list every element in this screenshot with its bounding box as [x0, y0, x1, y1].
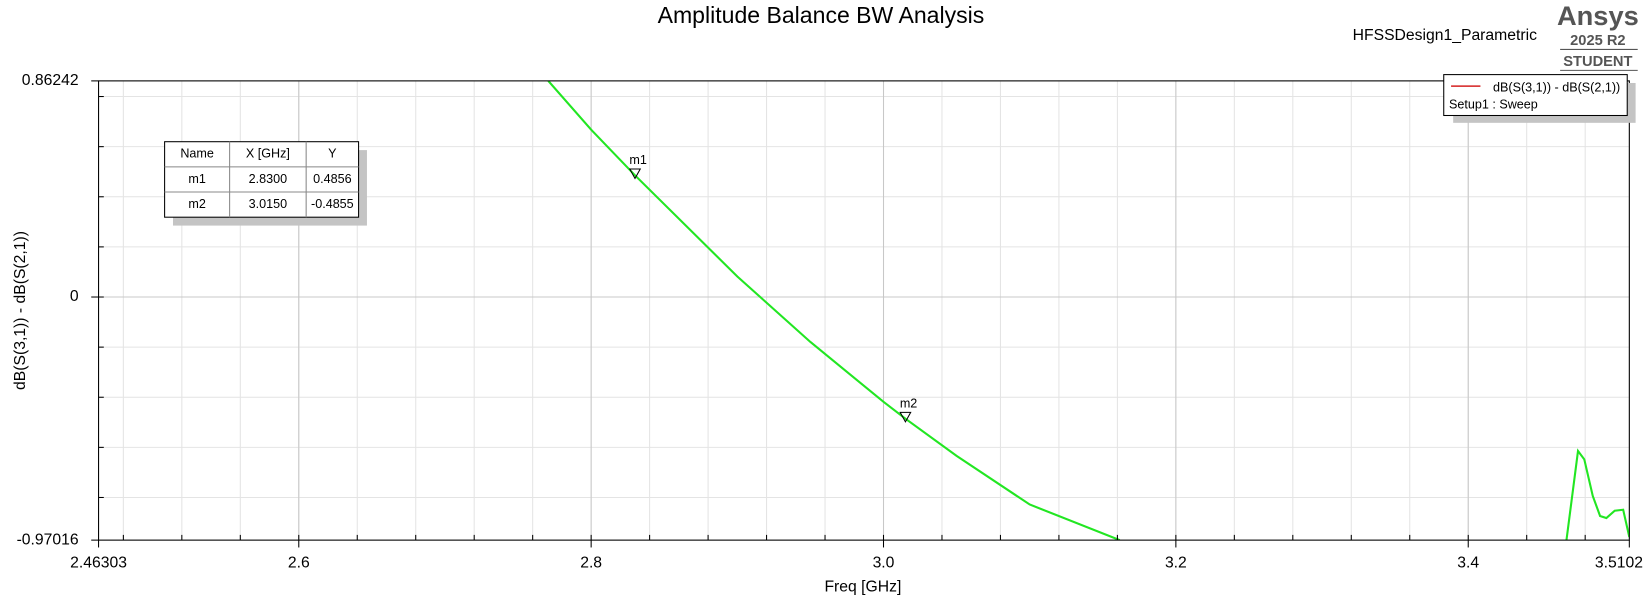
table-cell: -0.4855	[311, 197, 354, 211]
x-tick-label: 3.5102	[1595, 554, 1643, 571]
logo-brand: Ansys	[1557, 0, 1639, 31]
data-line	[547, 80, 1630, 541]
table-cell: m1	[188, 172, 205, 186]
legend	[1443, 74, 1628, 117]
logo-edition: STUDENT	[1563, 54, 1632, 70]
y-axis-label: dB(S(3,1)) - dB(S(2,1))	[12, 231, 29, 390]
plot-frame	[98, 80, 1630, 541]
y-tick-label: 0	[70, 288, 79, 305]
table-header: X [GHz]	[246, 147, 290, 161]
x-tick-label: 2.8	[580, 554, 602, 571]
x-tick-label: 3.4	[1457, 554, 1479, 571]
legend-subtitle: Setup1 : Sweep	[1449, 97, 1538, 111]
legend-label: dB(S(3,1)) - dB(S(2,1))	[1493, 81, 1620, 95]
plot-area	[547, 80, 1630, 541]
overlay: m1 m2 Name X [GHz] Ym1 2.8300 0.4856 m2 3.0150 -0…	[164, 74, 1636, 423]
marker-symbol	[628, 168, 642, 180]
x-tick-label: 3.0	[873, 554, 895, 571]
table-cell: m2	[188, 197, 205, 211]
x-axis-label: Freq [GHz]	[824, 578, 901, 595]
x-tick-label: 2.6	[288, 554, 310, 571]
ticks: 2.46303 2.6 2.8 3.0 3.2 3.4 3.5102 0.86242 0 -0.9…	[17, 72, 1643, 571]
design-name: HFSSDesign1_Parametric	[1353, 27, 1537, 44]
x-tick-label: 3.2	[1165, 554, 1187, 571]
table-cell: 0.4856	[313, 172, 351, 186]
table-cell: 3.0150	[249, 197, 287, 211]
table-cell: 2.8300	[249, 172, 287, 186]
marker-label: m2	[900, 396, 917, 410]
marker-symbol	[899, 411, 912, 423]
logo-version: 2025 R2	[1570, 33, 1625, 49]
marker-table	[164, 141, 360, 218]
y-tick-label: -0.97016	[17, 531, 79, 548]
marker-label: m1	[629, 153, 646, 167]
table-header: Name	[180, 147, 214, 161]
x-tick-label: 2.46303	[70, 554, 127, 571]
table-header: Y	[328, 147, 337, 161]
chart-title: Amplitude Balance BW Analysis	[658, 2, 985, 28]
y-tick-label: 0.86242	[22, 72, 79, 89]
